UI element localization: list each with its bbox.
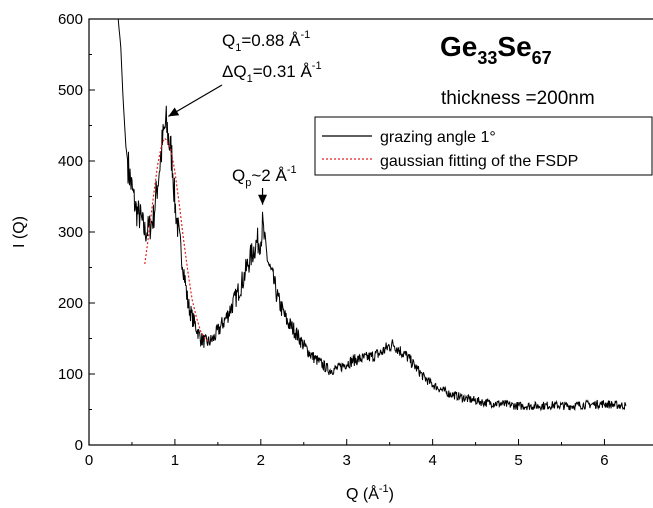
series-layer	[117, 18, 627, 412]
arrow2-head	[258, 194, 268, 205]
annotation-q1: Q1=0.88 Å-1	[222, 29, 310, 54]
legend: grazing angle 1° gaussian fitting of the…	[314, 116, 653, 176]
y-tick-label-2: 200	[58, 295, 83, 312]
y-tick-label-5: 500	[58, 82, 83, 99]
x-axis-title: Q (Å-1)	[346, 483, 394, 503]
plot-frame	[88, 18, 653, 446]
x-tick-label-5: 5	[514, 452, 522, 469]
annotation-q1-arrow	[168, 84, 223, 117]
arrow1-shaft	[168, 84, 223, 117]
x-tick-label-1: 1	[171, 452, 179, 469]
x-tick-label-6: 6	[600, 452, 608, 469]
y-tick-label-1: 100	[58, 366, 83, 383]
x-tick-label-0: 0	[85, 452, 93, 469]
x-axis-ticks: 0 1 2 3 4 5 6	[85, 439, 609, 469]
y-axis-ticks: 0 100 200 300 400 500 600	[58, 11, 95, 454]
legend-label-measured: grazing angle 1°	[380, 129, 496, 146]
y-tick-label-0: 0	[75, 437, 83, 454]
annotation-qp-arrow	[258, 188, 268, 205]
arrow1-head	[168, 107, 180, 117]
series-line-measured	[117, 18, 627, 412]
chart-subtitle: thickness =200nm	[441, 88, 595, 109]
y-tick-label-4: 400	[58, 153, 83, 170]
x-tick-label-4: 4	[428, 452, 436, 469]
y-tick-label-3: 300	[58, 224, 83, 241]
legend-label-fit: gaussian fitting of the FSDP	[380, 153, 578, 170]
y-tick-label-6: 600	[58, 11, 83, 28]
series-line-gaussian-fit	[144, 137, 210, 343]
x-tick-label-3: 3	[343, 452, 351, 469]
annotation-qp: Qp~2 Å-1	[232, 164, 297, 189]
chart-title: Ge33Se67	[440, 31, 552, 68]
y-axis-title: I (Q)	[11, 216, 28, 248]
annotation-dq1: ΔQ1=0.31 Å-1	[222, 60, 322, 85]
x-tick-label-2: 2	[257, 452, 265, 469]
legend-box	[314, 116, 653, 176]
